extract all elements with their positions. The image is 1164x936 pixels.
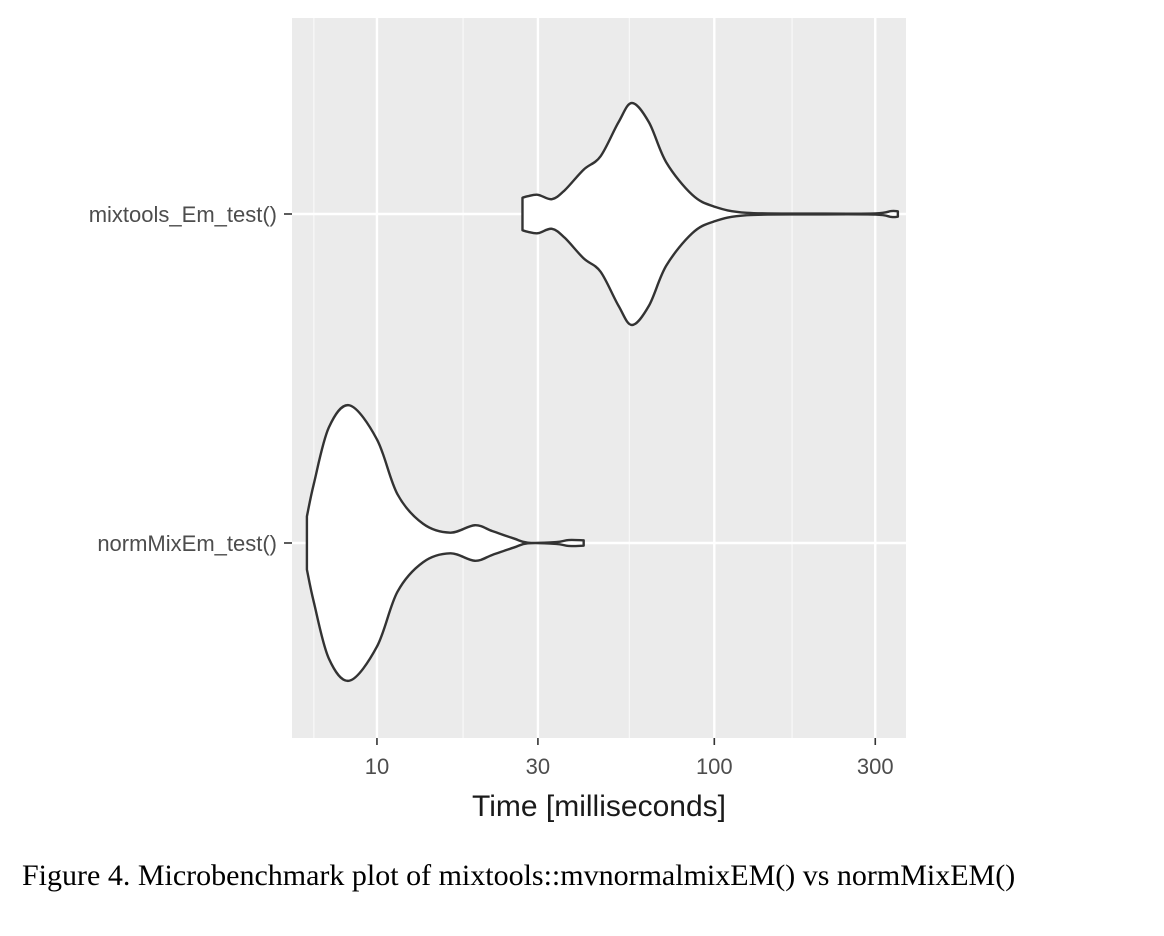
violin-1 [305, 404, 585, 682]
y-tick-label-1: normMixEm_test() [97, 531, 277, 556]
figure-caption: Figure 4. Microbenchmark plot of mixtool… [22, 859, 1015, 892]
x-tick-label-1: 30 [526, 754, 550, 779]
x-tick-label-2: 100 [696, 754, 733, 779]
y-axis: mixtools_Em_test() normMixEm_test() [89, 202, 292, 556]
x-tick-label-0: 10 [365, 754, 389, 779]
x-axis: 10 30 100 300 [365, 738, 894, 779]
violins [305, 101, 900, 682]
x-axis-title: Time [milliseconds] [472, 790, 726, 823]
plot-panel [292, 18, 906, 738]
violin-0 [521, 101, 900, 327]
x-tick-label-3: 300 [857, 754, 894, 779]
y-tick-label-0: mixtools_Em_test() [89, 202, 277, 227]
